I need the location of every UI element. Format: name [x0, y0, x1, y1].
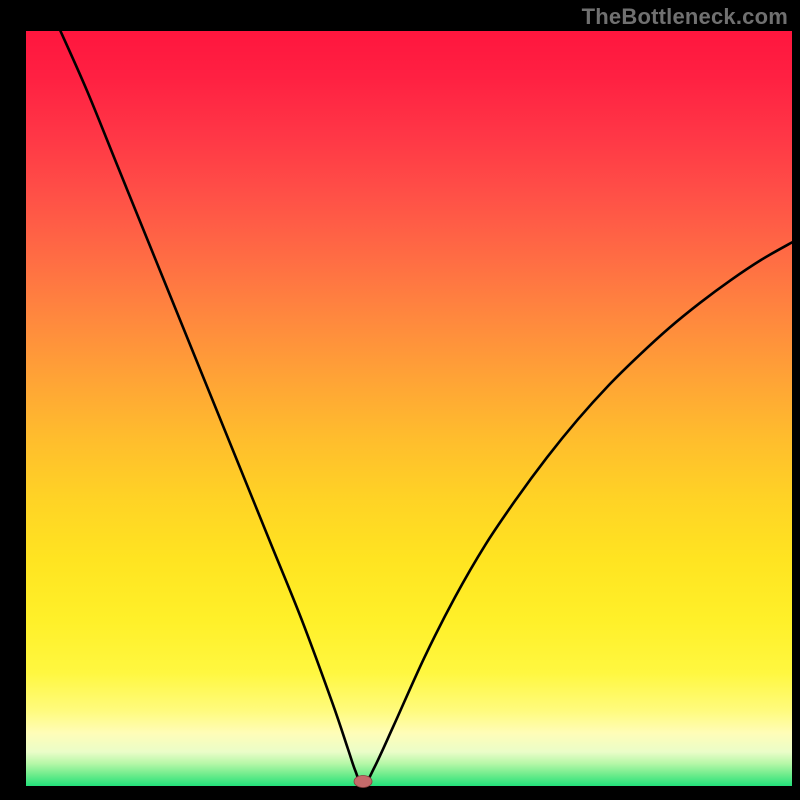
line-chart: [0, 0, 800, 800]
plot-area: [26, 31, 792, 786]
chart-container: TheBottleneck.com: [0, 0, 800, 800]
watermark-text: TheBottleneck.com: [582, 4, 788, 30]
minimum-marker: [354, 775, 372, 787]
